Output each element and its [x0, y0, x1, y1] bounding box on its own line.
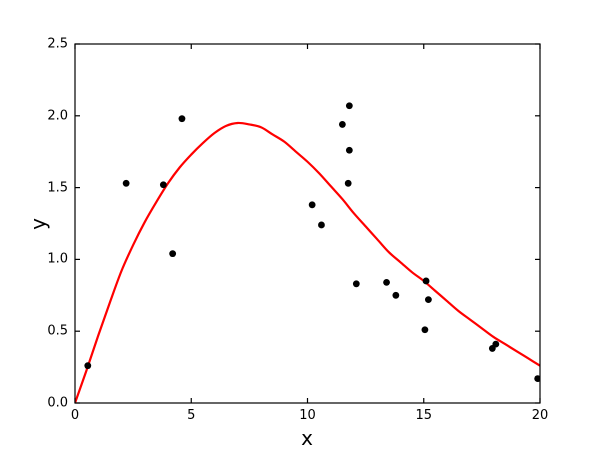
scatter-point — [492, 340, 500, 348]
scatter-point — [383, 278, 390, 286]
scatter-point — [338, 121, 346, 128]
scatter-point — [344, 179, 352, 187]
x-tick-label: 10 — [299, 408, 316, 423]
scatter-point — [122, 179, 130, 187]
x-tick-label: 0 — [70, 408, 80, 423]
scatter-point — [422, 277, 430, 285]
scatter-point — [352, 280, 360, 288]
x-tick-label: 20 — [531, 408, 549, 423]
y-tick-label: 1.0 — [47, 251, 68, 267]
scatter-point — [169, 250, 177, 258]
y-tick-label: 2.5 — [47, 36, 68, 52]
fit-curve-path — [75, 121, 540, 403]
scatter-point — [534, 375, 540, 382]
y-axis-label: y — [26, 218, 50, 230]
scatter-point — [345, 146, 353, 154]
x-axis-label: x — [301, 426, 313, 450]
y-tick-label: 0.5 — [47, 323, 68, 339]
scatter-point — [308, 201, 316, 209]
points-layer — [84, 102, 540, 382]
y-tick-label: 0.0 — [47, 395, 68, 411]
plot-frame — [74, 43, 541, 404]
y-tick-label: 1.5 — [47, 180, 68, 196]
scatter-point — [318, 221, 325, 229]
scatter-point — [178, 115, 186, 123]
scatter-point — [84, 362, 92, 370]
scatter-point — [159, 181, 167, 189]
scatter-point — [392, 291, 400, 299]
y-tick-label: 2.0 — [47, 108, 68, 124]
curve-layer — [75, 121, 540, 403]
x-tick-label: 5 — [187, 408, 196, 423]
scatter-point — [425, 296, 432, 304]
x-tick-label: 15 — [415, 408, 433, 423]
scatter-point — [421, 326, 429, 334]
scatter-point — [345, 102, 353, 110]
